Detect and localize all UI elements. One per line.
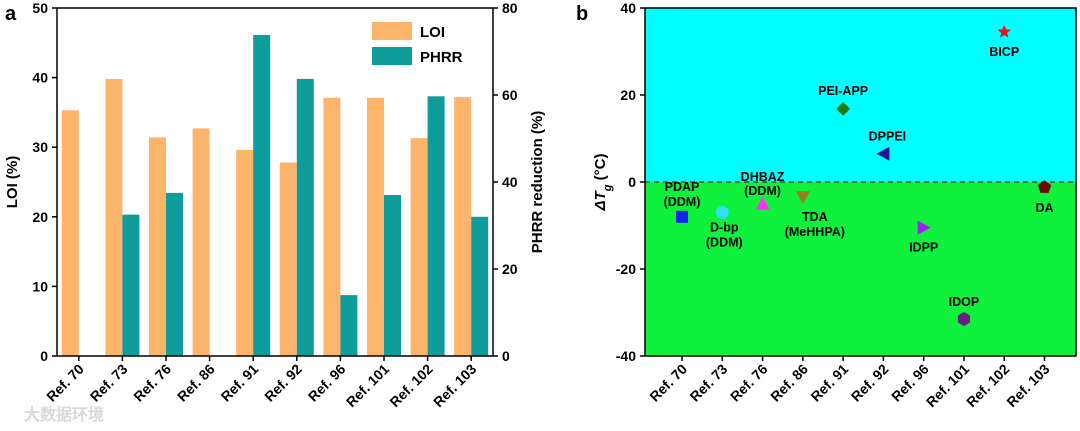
b-y-tick-label-2: 0 xyxy=(628,174,636,190)
x-tick-label-2: Ref. 76 xyxy=(130,361,174,405)
y-axis-title: LOI (%) xyxy=(4,156,21,209)
legend-swatch-phrr xyxy=(372,47,412,65)
point-label-1-1: (DDM) xyxy=(706,235,743,249)
b-y-axis-title-sub: g xyxy=(602,184,614,192)
point-da xyxy=(1037,180,1052,193)
point-pdap xyxy=(676,210,688,223)
y2-tick-label-3: 60 xyxy=(502,87,518,103)
b-x-tick-label-1: Ref. 73 xyxy=(687,361,731,405)
y-tick-label-0: 0 xyxy=(40,348,48,364)
phrr-bar-5 xyxy=(296,78,314,356)
loi-bar-9 xyxy=(454,97,472,356)
x-tick-label-4: Ref. 91 xyxy=(218,361,262,405)
b-x-tick-label-8: Ref. 102 xyxy=(963,361,1012,410)
point-label-7-0: IDOP xyxy=(949,295,980,309)
phrr-bar-6 xyxy=(340,295,358,356)
point-dppei xyxy=(876,146,890,161)
y2-tick-label-4: 80 xyxy=(502,0,518,16)
y2-tick-label-0: 0 xyxy=(502,348,510,364)
b-x-tick-label-5: Ref. 92 xyxy=(848,361,892,405)
x-tick-label-0: Ref. 70 xyxy=(43,361,87,405)
point-label-3-0: TDA xyxy=(802,210,828,224)
b-x-tick-label-9: Ref. 103 xyxy=(1003,361,1052,410)
loi-bar-2 xyxy=(149,137,166,356)
phrr-bar-9 xyxy=(471,216,489,356)
loi-bar-3 xyxy=(192,128,210,356)
point-label-2-0: DHBAZ xyxy=(741,170,785,184)
b-y-axis-title: ΔTg (°C) xyxy=(592,154,614,212)
legend-label-loi: LOI xyxy=(420,24,445,41)
point-label-6-0: IDPP xyxy=(909,241,938,255)
watermark: 大数据环境 xyxy=(24,405,104,424)
phrr-bar-7 xyxy=(384,195,401,356)
panel-b-scatter-chart: PDAP(DDM)D-bp(DDM)DHBAZ(DDM)TDA(MeHHPA)P… xyxy=(576,0,1077,410)
b-x-tick-label-4: Ref. 91 xyxy=(807,361,851,405)
point-d-bp xyxy=(715,205,729,219)
point-label-5-0: DPPEI xyxy=(869,130,907,144)
loi-bar-5 xyxy=(279,162,297,356)
b-y-axis-title-unit: (°C) xyxy=(592,154,609,185)
point-pei-app xyxy=(836,101,851,116)
legend-label-phrr: PHRR xyxy=(420,49,463,66)
phrr-bar-4 xyxy=(253,34,271,356)
b-x-tick-label-3: Ref. 86 xyxy=(767,361,811,405)
legend-swatch-loi xyxy=(372,22,412,40)
loi-bar-8 xyxy=(410,138,428,356)
b-y-tick-label-0: -40 xyxy=(616,348,636,364)
phrr-bar-1 xyxy=(122,214,140,356)
phrr-bar-2 xyxy=(166,192,183,356)
point-idop xyxy=(957,312,970,326)
b-y-tick-label-1: -20 xyxy=(616,261,636,277)
x-tick-label-8: Ref. 102 xyxy=(386,361,435,410)
point-label-9-0: DA xyxy=(1035,201,1053,215)
loi-bar-7 xyxy=(367,97,384,356)
background-above-zero xyxy=(645,8,1076,182)
y2-tick-label-1: 20 xyxy=(502,261,518,277)
b-y-tick-label-3: 20 xyxy=(620,87,636,103)
b-x-tick-label-7: Ref. 101 xyxy=(923,361,972,410)
y-tick-label-1: 10 xyxy=(32,278,48,294)
y-tick-label-3: 30 xyxy=(32,139,48,155)
y-tick-label-2: 20 xyxy=(32,209,48,225)
y2-tick-label-2: 40 xyxy=(502,174,518,190)
y2-axis-title: PHRR reduction (%) xyxy=(529,111,546,254)
point-label-2-1: (DDM) xyxy=(744,184,781,198)
point-label-8-0: BICP xyxy=(989,45,1019,59)
x-tick-label-5: Ref. 92 xyxy=(261,361,305,405)
point-label-0-1: (DDM) xyxy=(664,195,701,209)
loi-bar-1 xyxy=(105,78,123,356)
background-below-zero xyxy=(645,182,1076,356)
b-y-axis-title-main: ΔT xyxy=(592,189,609,211)
y-tick-label-5: 50 xyxy=(32,0,48,16)
panel-a-bar-chart: Ref. 70 Ref. 73 Ref. 76 Ref. 86 Ref. 91 Ref. … xyxy=(4,0,546,410)
panel-label-a: a xyxy=(5,3,17,25)
point-label-3-1: (MeHHPA) xyxy=(785,225,845,239)
b-x-tick-label-0: Ref. 70 xyxy=(646,361,690,405)
point-label-1-0: D-bp xyxy=(710,220,739,234)
b-x-tick-label-2: Ref. 76 xyxy=(727,361,771,405)
panel-label-b: b xyxy=(576,3,588,25)
phrr-bar-8 xyxy=(427,96,445,357)
point-dhbaz xyxy=(755,196,770,210)
point-idpp xyxy=(917,220,931,235)
loi-bar-0 xyxy=(61,110,79,356)
x-tick-label-3: Ref. 86 xyxy=(174,361,218,405)
b-y-tick-label-4: 40 xyxy=(620,0,636,16)
loi-bar-4 xyxy=(236,149,254,356)
point-label-0-0: PDAP xyxy=(665,180,700,194)
point-label-4-0: PEI-APP xyxy=(818,84,868,98)
point-bicp xyxy=(997,24,1011,38)
x-tick-label-7: Ref. 101 xyxy=(343,361,392,410)
loi-bar-6 xyxy=(323,97,341,356)
x-tick-label-9: Ref. 103 xyxy=(430,361,479,410)
y-tick-label-4: 40 xyxy=(32,70,48,86)
x-tick-label-6: Ref. 96 xyxy=(305,361,349,405)
x-tick-label-1: Ref. 73 xyxy=(87,361,131,405)
point-tda xyxy=(795,191,810,205)
